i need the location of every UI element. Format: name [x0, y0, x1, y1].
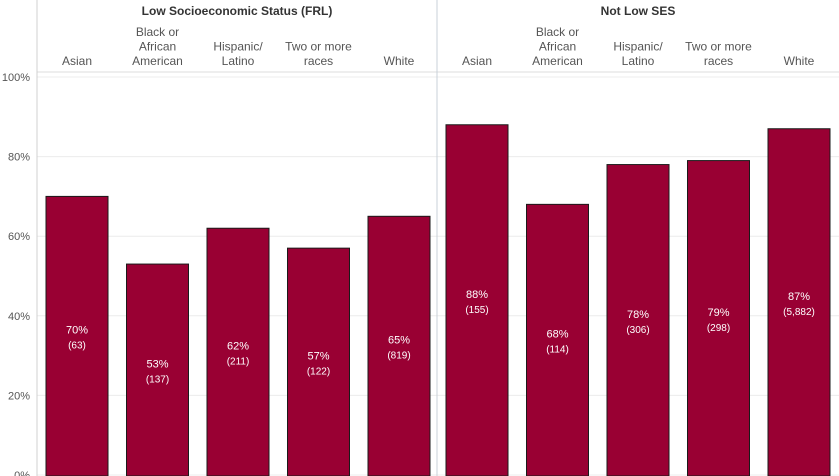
bar-value-label: 78%: [627, 309, 649, 321]
bar-count-label: (122): [307, 367, 330, 378]
category-label: White: [784, 54, 815, 68]
category-label: Black or: [136, 25, 179, 39]
bar-value-label: 68%: [546, 329, 568, 341]
category-label: Hispanic/: [213, 40, 263, 54]
bar: [767, 128, 831, 476]
bar: [445, 124, 509, 476]
bar-count-label: (5,882): [783, 307, 815, 318]
bar-count-label: (306): [626, 325, 649, 336]
bar-count-label: (819): [387, 351, 410, 362]
bar-count-label: (298): [707, 323, 730, 334]
bar-count-label: (114): [546, 345, 569, 356]
category-label: American: [532, 54, 583, 68]
panel-title: Low Socioeconomic Status (FRL): [142, 4, 333, 18]
category-label: Asian: [462, 54, 492, 68]
category-label: White: [384, 54, 415, 68]
bar: [606, 164, 670, 476]
y-tick-label: 100%: [2, 72, 30, 84]
bar-value-label: 53%: [146, 359, 168, 371]
bar-value-label: 88%: [466, 289, 488, 301]
bar-count-label: (155): [465, 305, 488, 316]
category-label: African: [539, 40, 576, 54]
category-label: African: [139, 40, 176, 54]
category-label: races: [304, 54, 333, 68]
category-label: Asian: [62, 54, 92, 68]
category-label: Black or: [536, 25, 579, 39]
category-label: Two or more: [685, 40, 752, 54]
category-label: American: [132, 54, 183, 68]
category-label: Latino: [222, 54, 255, 68]
bar: [206, 227, 270, 476]
category-label: races: [704, 54, 733, 68]
category-label: Hispanic/: [613, 40, 663, 54]
bar-value-label: 79%: [707, 307, 729, 319]
category-label: Two or more: [285, 40, 352, 54]
bar: [45, 195, 109, 476]
bar: [126, 263, 189, 476]
bar-count-label: (137): [146, 375, 169, 386]
bar-value-label: 57%: [307, 351, 329, 363]
y-tick-label: 40%: [8, 311, 30, 323]
y-tick-label: 20%: [8, 390, 30, 402]
bar: [687, 160, 750, 476]
panel-title: Not Low SES: [601, 4, 676, 18]
y-tick-label: 60%: [8, 231, 30, 243]
y-tick-label: 0%: [14, 470, 30, 476]
category-label: Latino: [622, 54, 655, 68]
bar-value-label: 87%: [788, 291, 810, 303]
bar-value-label: 65%: [388, 335, 410, 347]
y-tick-label: 80%: [8, 152, 30, 164]
bar-value-label: 70%: [66, 325, 88, 337]
bar: [367, 215, 431, 476]
bar-count-label: (211): [227, 357, 250, 368]
bar-value-label: 62%: [227, 341, 249, 353]
bar-count-label: (63): [68, 341, 86, 352]
bar: [287, 247, 350, 476]
bar: [526, 203, 589, 476]
